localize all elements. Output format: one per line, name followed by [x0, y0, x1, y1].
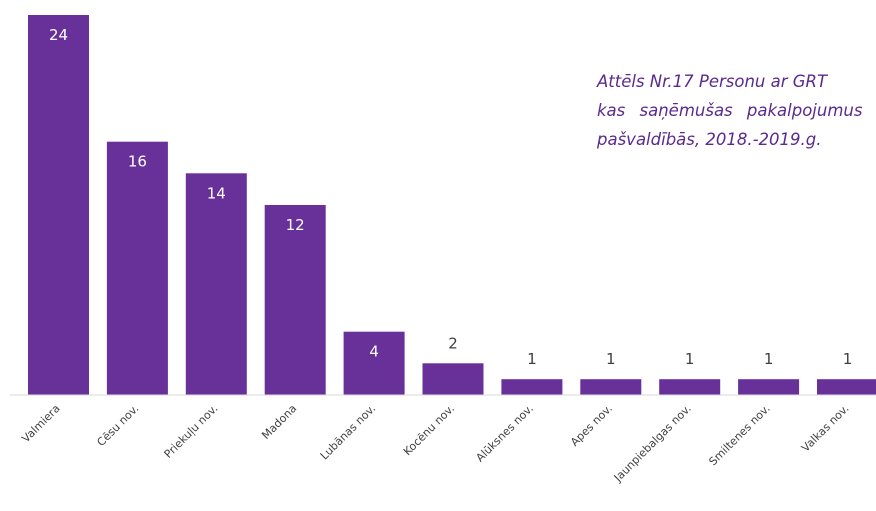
data-label-valmiera: 24	[49, 26, 68, 44]
data-label-priekulu-nov: 14	[207, 184, 226, 202]
category-label-cesu-nov: Cēsu nov.	[94, 402, 141, 449]
category-label-valmiera: Valmiera	[19, 402, 62, 445]
bars-group	[28, 15, 876, 395]
category-label-madona: Madona	[259, 402, 299, 442]
category-label-jaunpiebalgas-nov: Jaunpiebalgas nov.	[611, 402, 694, 485]
bar-priekulu-nov	[185, 173, 247, 395]
category-label-kocenu-nov: Kocēnu nov.	[401, 402, 457, 458]
category-label-apes-nov: Apes nov.	[568, 402, 615, 449]
category-label-aluksnes-nov: Alūksnes nov.	[473, 402, 536, 465]
data-label-smiltenes-nov: 1	[764, 350, 774, 368]
category-label-priekulu-nov: Priekuļu nov.	[162, 402, 221, 461]
data-labels-group: 24 16 14 12 4 2 1 1 1 1 1	[49, 26, 852, 368]
bar-valkas-nov	[817, 379, 876, 395]
bar-valmiera	[28, 15, 89, 395]
data-label-jaunpiebalgas-nov: 1	[685, 350, 695, 368]
caption-line-2: kas saņēmušas pakalpojumus	[597, 101, 863, 120]
bar-cesu-nov	[106, 141, 168, 395]
bar-kocenu-nov	[422, 363, 484, 395]
data-label-valkas-nov: 1	[843, 350, 853, 368]
data-label-lubanas-nov: 4	[369, 343, 379, 361]
bar-apes-nov	[580, 379, 642, 395]
bar-madona	[264, 205, 326, 395]
data-label-aluksnes-nov: 1	[527, 350, 537, 368]
data-label-kocenu-nov: 2	[448, 334, 458, 352]
caption-line-1: Attēls Nr.17 Personu ar GRT	[597, 72, 828, 91]
chart-caption: Attēls Nr.17 Personu ar GRT kas saņēmuša…	[597, 67, 876, 154]
bar-aluksnes-nov	[501, 379, 563, 395]
data-label-cesu-nov: 16	[128, 153, 147, 171]
bar-jaunpiebalgas-nov	[659, 379, 721, 395]
bar-smiltenes-nov	[738, 379, 800, 395]
bar-lubanas-nov	[343, 331, 405, 395]
category-label-valkas-nov: Valkas nov.	[799, 402, 852, 455]
data-label-apes-nov: 1	[606, 350, 616, 368]
data-label-madona: 12	[286, 216, 305, 234]
category-label-smiltenes-nov: Smiltenes nov.	[706, 402, 772, 468]
caption-line-3: pašvaldībās, 2018.-2019.g.	[597, 130, 822, 149]
category-labels-group: Valmiera Cēsu nov. Priekuļu nov. Madona Lubā…	[19, 402, 851, 485]
category-label-lubanas-nov: Lubānas nov.	[318, 402, 378, 462]
